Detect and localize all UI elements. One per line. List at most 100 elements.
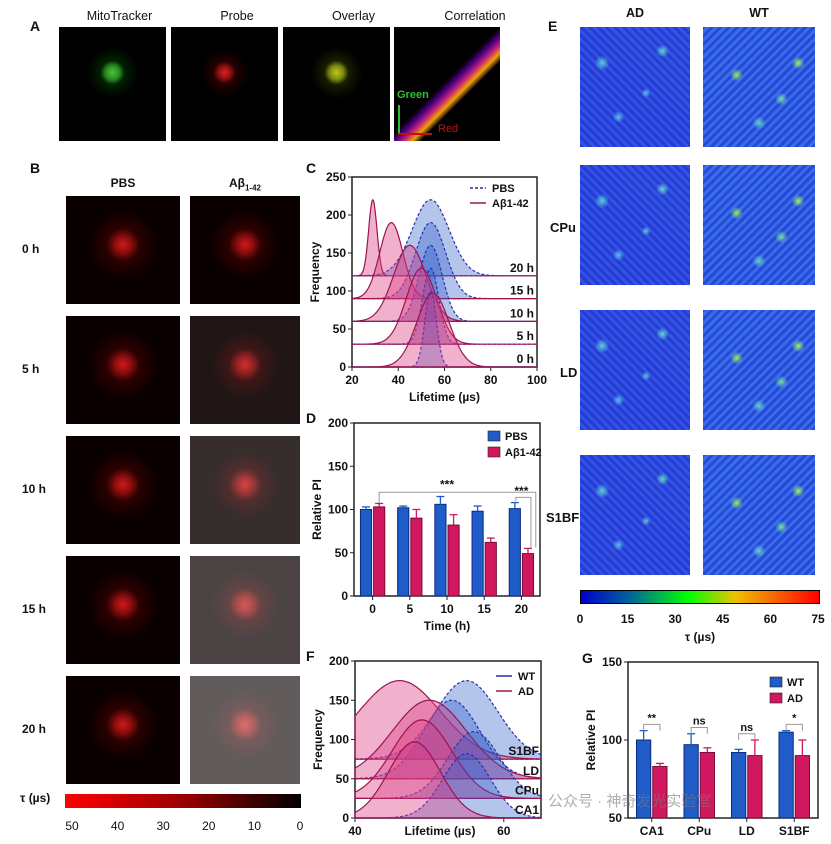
title-mitotracker: MitoTracker [86, 9, 153, 23]
colorbar-e-tick: 60 [763, 612, 778, 626]
column-ad: AD [625, 6, 645, 20]
x-tick-label: 60 [438, 373, 452, 387]
row-label-time: 0 h [22, 242, 40, 256]
panel-label-d: D [306, 410, 317, 426]
bar-PBS-10 [434, 503, 447, 597]
colorbar-b-tick: 20 [202, 819, 216, 833]
colorbar-e-tick: 30 [668, 612, 682, 626]
AD-LD-distribution [354, 699, 542, 780]
wt-tissue-image [703, 165, 815, 285]
significance-bracket [515, 496, 532, 548]
legend-label: PBS [505, 431, 528, 443]
ridge-label: 5 h [517, 329, 534, 343]
bar-PBS-20 [508, 508, 521, 597]
legend-label: AD [787, 693, 803, 705]
y-tick-label: 50 [333, 322, 347, 336]
colorbar-b-tick: 10 [247, 819, 262, 833]
x-tick-label: CPu [687, 824, 711, 838]
colorbar-e-tick: 75 [811, 612, 825, 626]
WT-LD-distribution [354, 699, 542, 780]
abeta-image [190, 676, 300, 784]
x-tick-label: S1BF [779, 824, 810, 838]
Aβ1-42-20h-distribution [352, 198, 537, 277]
x-tick-label: 10 [440, 602, 454, 616]
legend-swatch [769, 676, 783, 688]
y-axis-label: Relative PI [584, 710, 598, 771]
ridge-label: 20 h [510, 261, 534, 275]
x-tick-label: 20 [345, 373, 359, 387]
colorbar-b-label: τ (µs) [20, 791, 51, 805]
colorbar-b-tick: 40 [110, 819, 125, 833]
significance-bracket [643, 723, 661, 731]
y-tick-label: 100 [329, 733, 349, 747]
ridge-label: CPu [515, 783, 539, 797]
mitotracker-image [59, 27, 166, 141]
row-label-time: 20 h [22, 722, 47, 736]
x-tick-label: 5 [406, 602, 413, 616]
AD-S1BF-distribution [354, 679, 542, 760]
panel-label-a: A [30, 18, 41, 34]
panel-label-g: G [582, 650, 593, 666]
bar-Aβ1-42-15 [484, 541, 497, 597]
panel-label-e: E [548, 18, 558, 34]
red-arrow-icon [398, 133, 432, 135]
y-tick-label: 100 [328, 503, 348, 517]
ad-tissue-image [580, 310, 690, 430]
y-tick-label: 200 [329, 654, 349, 668]
colorbar-b-tick: 30 [156, 819, 170, 833]
red-axis-label: Red [438, 123, 459, 135]
title-probe: Probe [220, 9, 254, 23]
x-axis-label: Lifetime (µs) [409, 390, 480, 404]
wt-tissue-image [703, 310, 815, 430]
column-wt: WT [749, 6, 769, 20]
ridge-label: 15 h [510, 284, 534, 298]
bar-PBS-15 [471, 510, 484, 597]
significance-label: ** [647, 712, 656, 724]
significance-label: *** [514, 484, 528, 498]
legend-swatch [487, 446, 501, 458]
significance-bracket [378, 491, 537, 548]
bar-Aβ1-42-10 [447, 524, 460, 597]
row-label-region: CPu [550, 220, 576, 235]
y-tick-label: 200 [326, 208, 346, 222]
significance-bracket [738, 733, 756, 740]
ad-tissue-image [580, 455, 690, 575]
x-tick-label: LD [739, 824, 755, 838]
x-tick-label: 40 [392, 373, 406, 387]
abeta-image [190, 196, 300, 304]
abeta-image [190, 436, 300, 544]
y-axis-label: Frequency [308, 241, 322, 302]
row-label-time: 10 h [22, 482, 47, 496]
bar-Aβ1-42-20 [521, 553, 535, 597]
y-tick-label: 150 [329, 693, 349, 707]
watermark: 公众号 · 神奇发光实验室 [548, 793, 712, 810]
y-tick-label: 200 [328, 416, 348, 430]
AD-CA1-distribution [354, 741, 541, 819]
colorbar-e-label: τ (µs) [684, 630, 716, 644]
colorbar-b-tick: 0 [296, 819, 304, 833]
pbs-image [66, 436, 180, 544]
x-tick-label: 60 [497, 824, 511, 838]
x-tick-label: CA1 [640, 824, 664, 838]
x-tick-label: 40 [348, 824, 362, 838]
x-tick-label: 15 [478, 602, 492, 616]
ridge-label: 10 h [510, 306, 534, 320]
y-tick-label: 150 [602, 655, 622, 669]
ad-tissue-image [580, 27, 690, 147]
legend-swatch [487, 430, 501, 442]
panel-label-c: C [306, 160, 317, 176]
legend-label: WT [518, 671, 535, 683]
bar-WT-LD [731, 751, 747, 819]
bar-PBS-0 [359, 509, 373, 597]
y-tick-label: 50 [336, 772, 350, 786]
row-label-time: 5 h [22, 362, 40, 376]
x-tick-label: 100 [527, 373, 547, 387]
legend-label: PBS [492, 183, 515, 195]
colorbar-e-tick: 0 [576, 612, 584, 626]
significance-bracket [785, 723, 803, 731]
significance-label: ns [693, 716, 706, 728]
significance-label: ns [740, 722, 753, 734]
bar-AD-LD [747, 755, 763, 819]
Aβ1-42-15h-distribution [351, 221, 537, 300]
Aβ1-42-10h-distribution [351, 244, 537, 322]
